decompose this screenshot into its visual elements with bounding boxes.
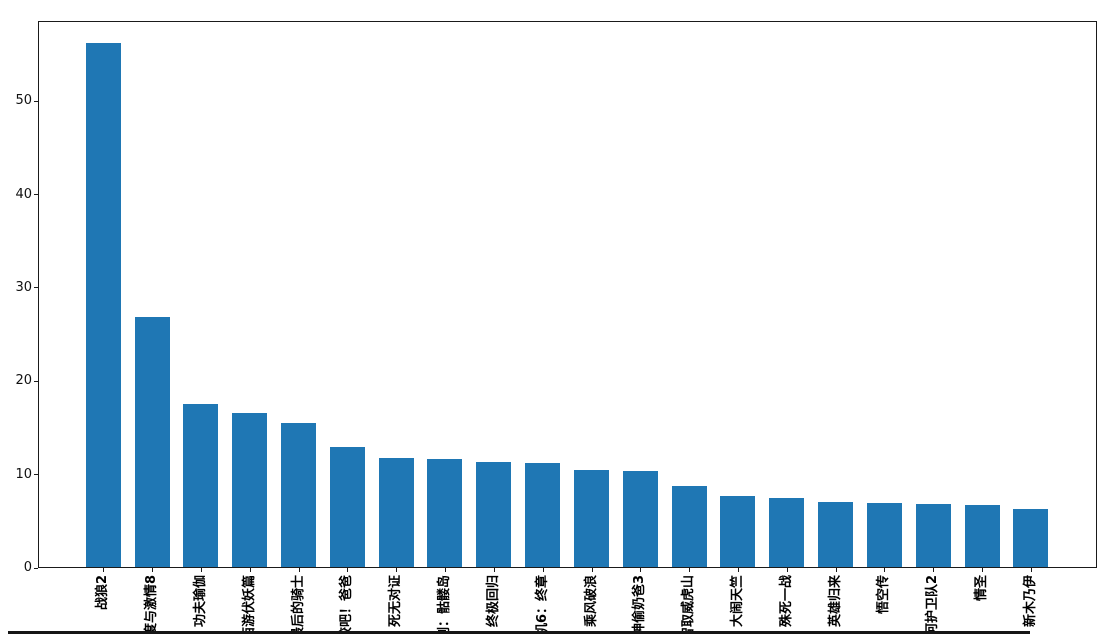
bar-10: [525, 463, 561, 567]
bar-13: [671, 485, 707, 567]
bar-1: [85, 43, 121, 567]
x-tick-mark: [152, 568, 154, 572]
x-tick-label: 乘风破浪: [583, 575, 599, 628]
bar-18: [915, 503, 951, 567]
bar-15: [769, 497, 805, 567]
x-tick-label: 大闹天竺: [729, 575, 745, 628]
y-tick-mark: [34, 567, 38, 569]
x-tick-label: 功夫瑜伽: [192, 575, 208, 628]
x-tick-label: 银河护卫队2: [925, 575, 941, 634]
y-tick-label: 0: [23, 560, 32, 575]
y-tick-label: 50: [15, 93, 32, 109]
x-tick-label: 极限特工：终极回归: [485, 575, 501, 634]
x-tick-label: 变形金刚5：最后的骑士: [291, 575, 306, 634]
x-tick-label: 西游伏妖篇: [241, 575, 257, 634]
y-tick-mark: [34, 287, 38, 289]
y-tick-label: 20: [15, 373, 32, 389]
y-tick-mark: [34, 474, 38, 476]
y-tick-label: 40: [15, 186, 32, 202]
x-tick-mark: [884, 568, 886, 572]
x-tick-mark: [1030, 568, 1032, 572]
y-tick-mark: [34, 194, 38, 196]
bar-12: [622, 470, 658, 567]
bar-9: [476, 462, 512, 567]
x-tick-label: 加勒比海盗5：死无对证: [388, 575, 403, 634]
plot-area: [38, 21, 1097, 568]
bar-7: [378, 457, 414, 567]
x-tick-label: 战狼2: [95, 575, 111, 611]
x-tick-mark: [982, 568, 984, 572]
x-tick-label: 速度与激情8: [144, 575, 160, 634]
x-tick-label: 蜘蛛侠：英雄归来: [827, 575, 843, 634]
x-tick-label: 摔跤吧！爸爸: [339, 575, 355, 634]
x-tick-label: 金刚狼3：殊死一战: [778, 575, 794, 634]
bar-5: [281, 423, 316, 567]
bar-20: [1013, 509, 1049, 567]
y-tick-label: 10: [15, 466, 32, 482]
x-tick-mark: [298, 568, 300, 572]
bar-16: [818, 501, 854, 567]
x-tick-mark: [835, 568, 837, 572]
x-tick-mark: [493, 568, 495, 572]
bar-3: [183, 403, 219, 567]
x-tick-mark: [103, 568, 105, 572]
bar-17: [866, 502, 902, 567]
x-tick-mark: [396, 568, 398, 572]
bar-8: [427, 458, 463, 567]
x-tick-mark: [737, 568, 739, 572]
x-tick-mark: [591, 568, 593, 572]
x-tick-label: 金刚：骷髅岛: [437, 575, 452, 634]
x-tick-mark: [640, 568, 642, 572]
x-tick-label: 生化危机6：终章: [534, 575, 550, 634]
bar-6: [329, 446, 365, 567]
y-tick-mark: [34, 100, 38, 102]
x-tick-mark: [689, 568, 691, 572]
x-tick-mark: [786, 568, 788, 572]
x-tick-label: 神偷奶爸3: [632, 575, 648, 634]
x-tick-mark: [249, 568, 251, 572]
y-tick-mark: [34, 380, 38, 382]
clipped-text-bottom-edge: [8, 631, 1030, 634]
bar-4: [232, 412, 268, 567]
bar-11: [573, 469, 609, 567]
x-tick-label: 悟空传: [876, 575, 892, 615]
x-tick-mark: [200, 568, 202, 572]
x-tick-mark: [445, 568, 446, 572]
y-tick-label: 30: [15, 279, 32, 295]
x-tick-mark: [542, 568, 544, 572]
bar-19: [964, 505, 1000, 567]
bar-2: [134, 316, 170, 567]
x-tick-label: 智取威虎山: [681, 575, 697, 634]
x-tick-mark: [933, 568, 935, 572]
x-tick-mark: [347, 568, 349, 572]
x-tick-label: 新木乃伊: [1022, 575, 1038, 628]
bar-14: [720, 496, 756, 567]
x-tick-label: 情圣: [974, 575, 990, 602]
